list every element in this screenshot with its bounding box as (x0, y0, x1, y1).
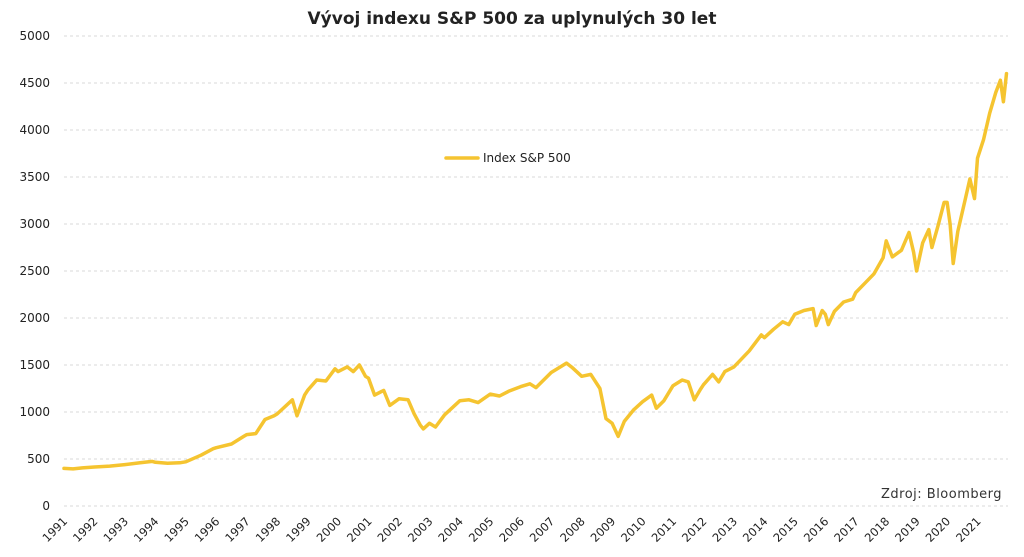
y-tick-label: 0 (42, 499, 50, 513)
x-tick-label: 2019 (892, 514, 923, 545)
x-tick-label: 1999 (283, 514, 314, 545)
y-tick-label: 4000 (19, 123, 50, 137)
y-tick-label: 3000 (19, 217, 50, 231)
y-tick-label: 4500 (19, 76, 50, 90)
x-tick-label: 2014 (740, 514, 771, 545)
x-tick-label: 2007 (527, 514, 558, 545)
series-layer (62, 71, 1009, 471)
y-tick-label: 5000 (19, 29, 50, 43)
x-tick-label: 2006 (496, 514, 527, 545)
x-tick-label: 2008 (557, 514, 588, 545)
x-tick-label: 2002 (374, 514, 405, 545)
x-tick-label: 1997 (222, 514, 253, 545)
legend-label: Index S&P 500 (483, 151, 571, 165)
x-tick-label: 2009 (588, 514, 619, 545)
x-tick-label: 2005 (466, 514, 497, 545)
x-tick-label: 2004 (435, 514, 466, 545)
x-axis-ticks: 1991 1992 1993 1994 1995 1996 1997 1998 1999 2000… (40, 514, 984, 545)
source-note: Zdroj: Bloomberg (881, 487, 1002, 502)
x-tick-label: 2000 (314, 514, 345, 545)
x-tick-label: 2012 (679, 514, 710, 545)
legend: Index S&P 500 (444, 151, 571, 165)
x-tick-label: 2018 (862, 514, 893, 545)
x-tick-label: 1995 (161, 514, 192, 545)
y-tick-label: 500 (27, 452, 50, 466)
series-line-0 (62, 71, 1009, 471)
x-tick-label: 2001 (344, 514, 375, 545)
x-tick-label: 1992 (70, 514, 101, 545)
gridlines (64, 35, 1008, 507)
x-tick-label: 2016 (801, 514, 832, 545)
y-tick-label: 1000 (19, 405, 50, 419)
x-tick-label: 2013 (709, 514, 740, 545)
x-tick-label: 1996 (192, 514, 223, 545)
x-tick-label: 2010 (618, 514, 649, 545)
y-tick-label: 3500 (19, 170, 50, 184)
x-tick-label: 2015 (770, 514, 801, 545)
x-tick-label: 2017 (831, 514, 862, 545)
x-tick-label: 2011 (649, 514, 680, 545)
chart-title: Vývoj indexu S&P 500 za uplynulých 30 le… (308, 9, 717, 29)
x-tick-label: 2021 (953, 514, 984, 545)
y-tick-label: 2500 (19, 264, 50, 278)
x-tick-label: 2020 (923, 514, 954, 545)
y-axis-ticks: 0 500 1000 1500 2000 2500 3000 3500 4000 4500 5000 (19, 29, 50, 513)
x-tick-label: 2003 (405, 514, 436, 545)
x-tick-label: 1991 (40, 514, 71, 545)
x-tick-label: 1994 (131, 514, 162, 545)
y-tick-label: 1500 (19, 358, 50, 372)
x-tick-label: 1998 (253, 514, 284, 545)
y-tick-label: 2000 (19, 311, 50, 325)
x-tick-label: 1993 (100, 514, 131, 545)
